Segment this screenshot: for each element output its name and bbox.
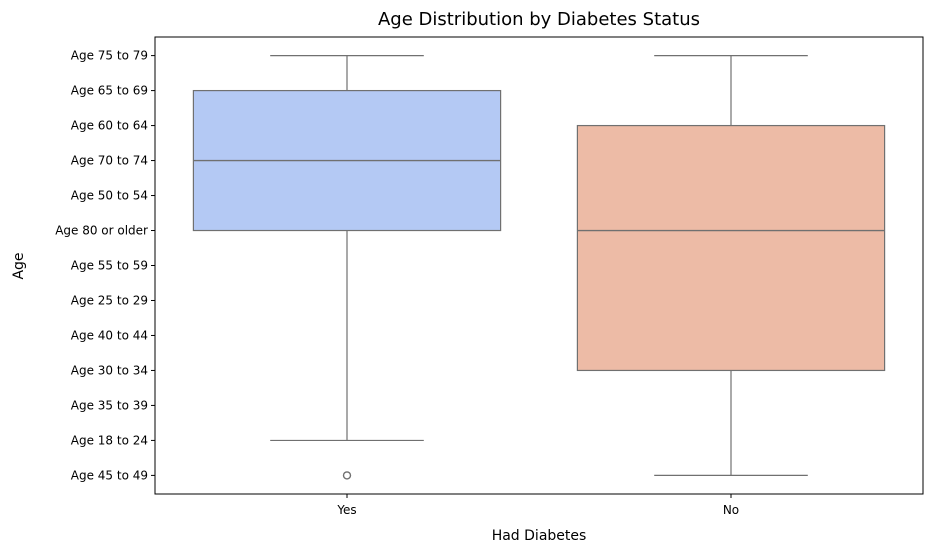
x-tick-label: Yes xyxy=(336,503,356,517)
y-tick-label: Age 60 to 64 xyxy=(71,119,148,133)
y-tick-label: Age 25 to 29 xyxy=(71,293,148,307)
box-iqr xyxy=(576,124,886,372)
y-tick-label: Age 30 to 34 xyxy=(71,363,148,377)
outlier-point xyxy=(342,471,352,480)
y-axis-label: Age xyxy=(11,252,27,279)
y-tick-label: Age 45 to 49 xyxy=(71,468,148,482)
x-tick-label: No xyxy=(723,503,739,517)
plot-area: Age 75 to 79 Age 65 to 69 Age 60 to 64 Age … xyxy=(55,36,924,517)
y-tick-label: Age 75 to 79 xyxy=(71,49,148,63)
box-yes xyxy=(192,54,502,480)
y-tick-label: Age 18 to 24 xyxy=(71,433,148,447)
y-tick-label: Age 80 or older xyxy=(55,224,148,238)
y-tick-label: Age 35 to 39 xyxy=(71,398,148,412)
chart-title: Age Distribution by Diabetes Status xyxy=(378,9,700,30)
plot-frame xyxy=(154,36,924,495)
y-tick-label: Age 40 to 44 xyxy=(71,328,148,342)
y-tick-label: Age 65 to 69 xyxy=(71,84,148,98)
box-no xyxy=(576,54,886,476)
y-tick-label: Age 70 to 74 xyxy=(71,154,148,168)
y-tick-label: Age 50 to 54 xyxy=(71,189,148,203)
x-axis-label: Had Diabetes xyxy=(492,528,587,544)
y-tick-label: Age 55 to 59 xyxy=(71,259,148,273)
